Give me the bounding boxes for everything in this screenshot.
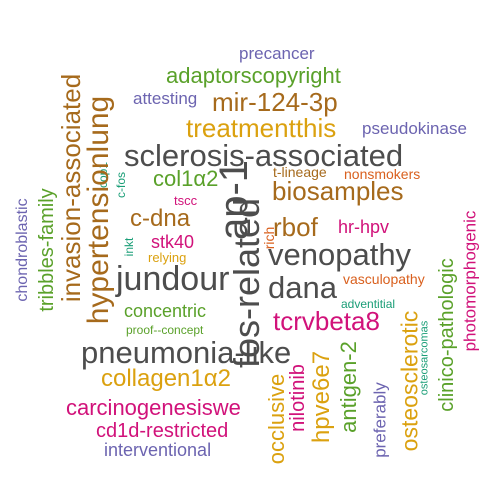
word-mir-124-3p: mir-124-3p (212, 87, 338, 117)
word-concentric: concentric (124, 301, 207, 321)
word-pseudokinase: pseudokinase (362, 119, 467, 138)
word-tribbles-family: tribbles-family (36, 188, 58, 312)
word-collagen1a2: collagen1α2 (101, 365, 231, 392)
word-clinico-pathologic: clinico-pathologic (436, 258, 458, 412)
word-hpve6e7: hpve6e7 (308, 350, 335, 444)
word-jundour: jundour (116, 260, 230, 298)
word-sclerosis-associated: sclerosis-associated (124, 138, 404, 173)
word-adventitial: adventitial (341, 297, 396, 311)
word-chondroblastic: chondroblastic (14, 198, 31, 302)
word-vasculopathy: vasculopathy (343, 271, 425, 287)
word-c-fos: c-fos (114, 171, 128, 199)
word-interventional: interventional (104, 440, 212, 460)
word-invasion-associated: invasion-associated (56, 73, 86, 303)
word-carcinogenesiswe: carcinogenesiswe (66, 395, 241, 420)
word-relying: relying (148, 250, 187, 265)
word-inkt: inkt (122, 237, 136, 257)
word-nilotinib: nilotinib (287, 364, 309, 432)
word-treatmentthis: treatmentthis (186, 113, 337, 143)
word-t-lineage: t-lineage (273, 164, 327, 180)
word-cd1d-restricted: cd1d-restricted (96, 420, 229, 442)
word-hr-hpv: hr-hpv (338, 217, 390, 237)
word-fos-related: fos-related (226, 197, 267, 369)
word-stk40: stk40 (151, 232, 195, 252)
word-venopathy: venopathy (268, 237, 412, 272)
word-adaptorscopyright: adaptorscopyright (166, 63, 341, 88)
word-photomorphogenic: photomorphogenic (460, 210, 480, 352)
word-tcrvbeta8: tcrvbeta8 (273, 306, 380, 336)
word-rbof: rbof (273, 212, 318, 242)
word-c-dna: c-dna (130, 205, 191, 232)
word-dana: dana (268, 270, 337, 305)
word-nonsmokers: nonsmokers (344, 166, 421, 182)
word-biosamples: biosamples (272, 176, 404, 206)
word-hypertensionlung: hypertensionlung (82, 95, 115, 325)
word-proof-concept: proof--concept (126, 323, 204, 337)
word-attesting: attesting (133, 89, 198, 108)
word-tscc: tscc (174, 193, 198, 208)
word-antigen-2: antigen-2 (336, 341, 361, 433)
word-precancer: precancer (239, 44, 315, 63)
word-osteosarcomas: osteosarcomas (418, 320, 431, 396)
word-occlusive: occlusive (264, 373, 289, 465)
word-pneumonia-like: pneumonia-like (81, 335, 292, 370)
word-preferably: preferably (370, 382, 390, 458)
word-col1a2: col1α2 (153, 166, 219, 191)
